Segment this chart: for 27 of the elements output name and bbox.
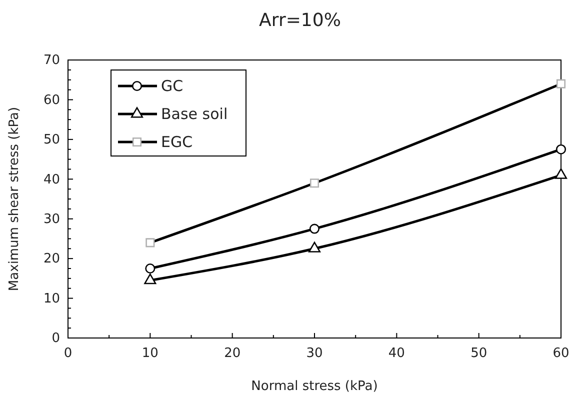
legend-label: EGC: [161, 133, 193, 151]
y-tick-label: 60: [43, 92, 60, 108]
point: [145, 263, 156, 274]
y-tick-label: 50: [43, 132, 60, 148]
x-tick-label: 60: [552, 346, 570, 362]
legend-label: GC: [161, 77, 184, 95]
point: [144, 274, 156, 284]
point: [308, 242, 321, 252]
x-tick-label: 50: [470, 346, 488, 362]
y-tick-label: 10: [43, 291, 60, 306]
y-tick-label: 20: [43, 252, 60, 267]
x-tick-label: 20: [224, 346, 241, 362]
x-axis-title: Normal stress (kPa): [251, 379, 378, 394]
x-tick-label: 10: [142, 346, 158, 362]
y-tick-label: 0: [52, 331, 60, 346]
point: [556, 144, 566, 154]
x-tick-label: 40: [388, 346, 405, 362]
x-tick-label: 30: [306, 346, 323, 362]
y-tick-label: 70: [43, 53, 60, 68]
y-tick-label: 30: [43, 212, 60, 228]
legend-label: Base soil: [161, 105, 228, 123]
x-tick-label: 0: [64, 346, 72, 362]
y-tick-label: 40: [43, 172, 60, 188]
chart-title: Arr=10%: [259, 10, 341, 31]
y-axis-title: Maximum shear stress (kPa): [7, 106, 22, 292]
point: [309, 224, 320, 234]
point: [554, 168, 568, 179]
